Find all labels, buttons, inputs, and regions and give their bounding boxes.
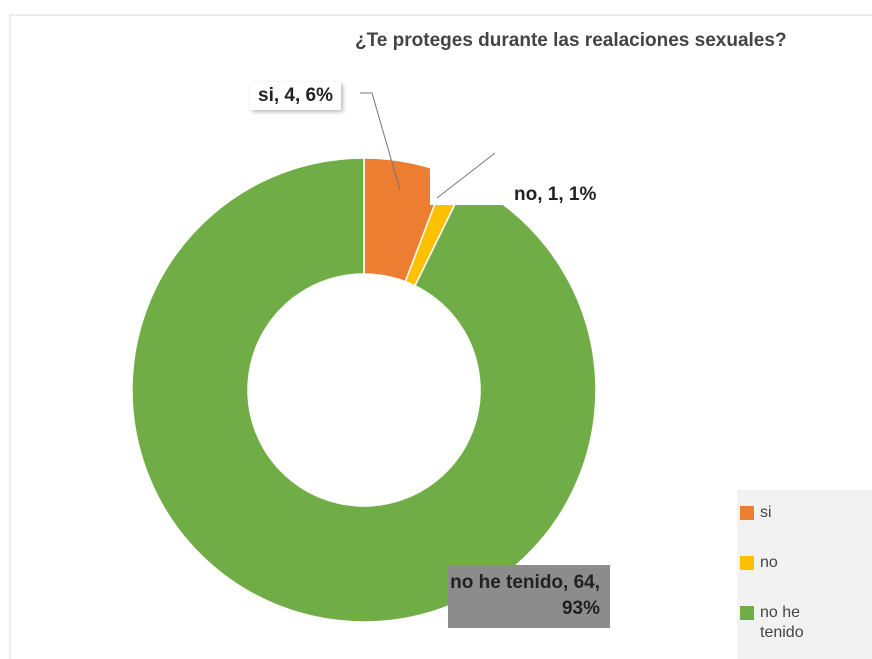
legend-label: no he tenido <box>760 604 804 641</box>
data-label: si, 4, 6% <box>250 82 341 110</box>
legend-item: no <box>740 553 840 573</box>
chart-title: ¿Te proteges durante las realaciones sex… <box>355 30 787 51</box>
legend-box <box>737 490 872 659</box>
data-label: no he tenido, 64, 93% <box>450 572 600 619</box>
legend-swatch <box>740 506 754 520</box>
legend-item: si <box>740 503 840 523</box>
legend-label: si <box>760 504 772 521</box>
data-label: no, 1, 1% <box>514 184 597 205</box>
leader-line <box>436 152 496 199</box>
leader-line <box>360 92 401 191</box>
label-box <box>430 148 505 205</box>
slice <box>131 157 597 623</box>
frame <box>9 14 872 659</box>
legend-swatch <box>740 606 754 620</box>
label-box <box>448 565 610 628</box>
legend-label: no <box>760 554 778 571</box>
legend-swatch <box>740 556 754 570</box>
legend-item: no he tenido <box>740 603 840 643</box>
